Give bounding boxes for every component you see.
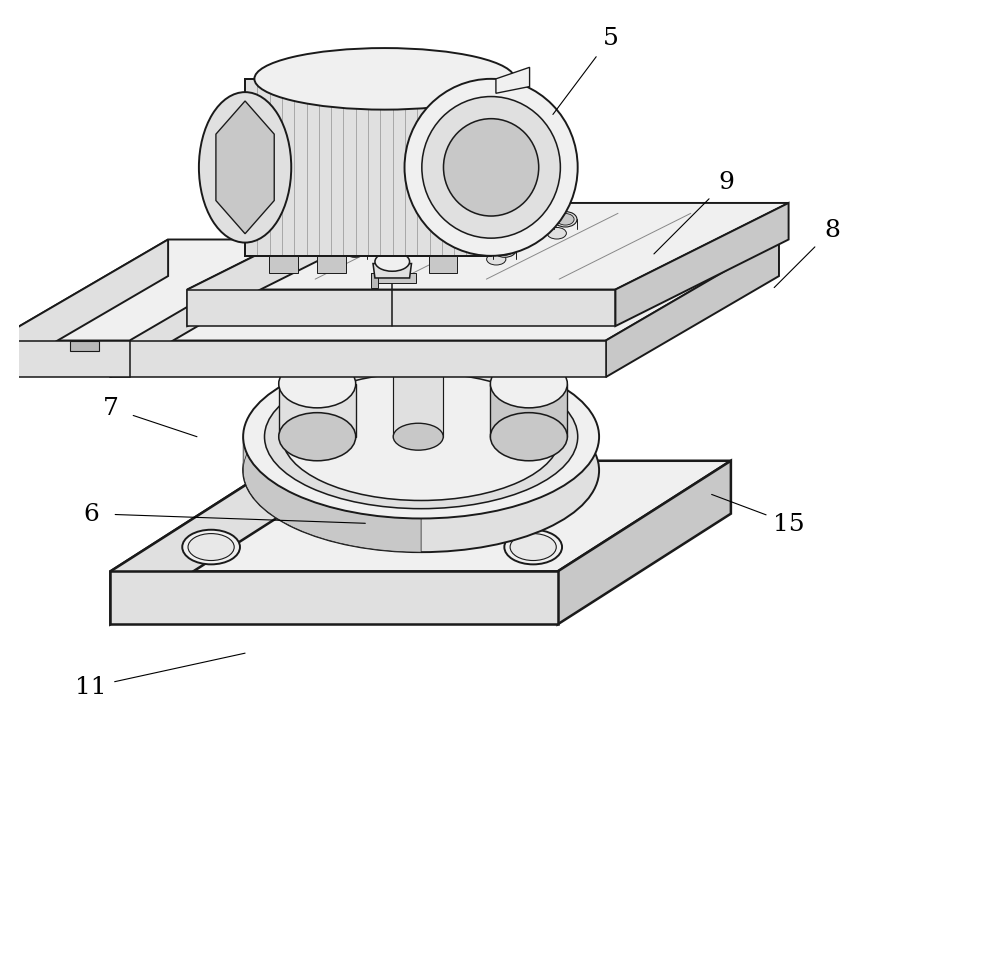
Ellipse shape: [279, 468, 337, 503]
Polygon shape: [110, 240, 284, 378]
Text: 7: 7: [102, 397, 118, 420]
Ellipse shape: [254, 49, 515, 111]
Ellipse shape: [182, 530, 240, 565]
Ellipse shape: [490, 413, 567, 461]
Text: 11: 11: [75, 676, 107, 699]
Polygon shape: [269, 257, 298, 274]
Ellipse shape: [285, 472, 331, 499]
Polygon shape: [558, 461, 731, 625]
Polygon shape: [187, 204, 361, 327]
Polygon shape: [279, 384, 356, 437]
Ellipse shape: [443, 119, 539, 217]
Ellipse shape: [404, 212, 427, 228]
Ellipse shape: [441, 214, 458, 226]
Polygon shape: [243, 396, 421, 471]
Ellipse shape: [199, 93, 291, 243]
Ellipse shape: [501, 290, 520, 302]
Ellipse shape: [490, 360, 567, 408]
Ellipse shape: [188, 534, 234, 561]
Ellipse shape: [282, 374, 560, 501]
Polygon shape: [0, 341, 130, 378]
Ellipse shape: [504, 530, 562, 565]
Ellipse shape: [279, 360, 356, 408]
Polygon shape: [496, 68, 530, 94]
Ellipse shape: [393, 424, 443, 451]
Polygon shape: [110, 341, 606, 378]
Ellipse shape: [243, 356, 599, 519]
Polygon shape: [187, 290, 615, 327]
Polygon shape: [110, 461, 731, 572]
Ellipse shape: [279, 413, 356, 461]
Polygon shape: [216, 102, 274, 234]
Ellipse shape: [393, 313, 443, 340]
Polygon shape: [371, 274, 416, 283]
Polygon shape: [110, 461, 284, 625]
Text: 15: 15: [773, 512, 804, 535]
Ellipse shape: [510, 534, 556, 561]
Polygon shape: [70, 341, 99, 352]
Polygon shape: [371, 274, 378, 288]
Ellipse shape: [547, 229, 566, 240]
Polygon shape: [615, 204, 789, 327]
Ellipse shape: [375, 253, 410, 272]
Polygon shape: [245, 80, 491, 257]
Ellipse shape: [496, 244, 513, 256]
Ellipse shape: [554, 212, 577, 228]
Polygon shape: [187, 204, 789, 290]
Ellipse shape: [405, 80, 578, 257]
Ellipse shape: [452, 275, 472, 286]
Polygon shape: [0, 240, 303, 341]
Ellipse shape: [343, 242, 367, 258]
Polygon shape: [110, 572, 558, 625]
Polygon shape: [373, 264, 411, 279]
Text: 5: 5: [603, 27, 619, 50]
Ellipse shape: [378, 242, 401, 258]
Ellipse shape: [346, 244, 364, 256]
Text: 8: 8: [824, 219, 840, 242]
Polygon shape: [110, 240, 779, 341]
Polygon shape: [243, 356, 421, 553]
Ellipse shape: [265, 365, 578, 509]
Ellipse shape: [407, 214, 424, 226]
Ellipse shape: [493, 242, 516, 258]
Ellipse shape: [381, 244, 398, 256]
Text: 9: 9: [718, 171, 734, 194]
Polygon shape: [0, 240, 168, 378]
Text: 6: 6: [83, 503, 99, 526]
Ellipse shape: [438, 212, 461, 228]
Polygon shape: [429, 257, 457, 274]
Ellipse shape: [352, 290, 371, 302]
Ellipse shape: [422, 97, 560, 239]
Ellipse shape: [243, 389, 599, 553]
Ellipse shape: [440, 468, 498, 503]
Polygon shape: [606, 240, 779, 378]
Ellipse shape: [487, 254, 506, 265]
Polygon shape: [317, 257, 346, 274]
Polygon shape: [393, 327, 443, 437]
Ellipse shape: [446, 472, 492, 499]
Polygon shape: [490, 384, 567, 437]
Ellipse shape: [557, 214, 574, 226]
